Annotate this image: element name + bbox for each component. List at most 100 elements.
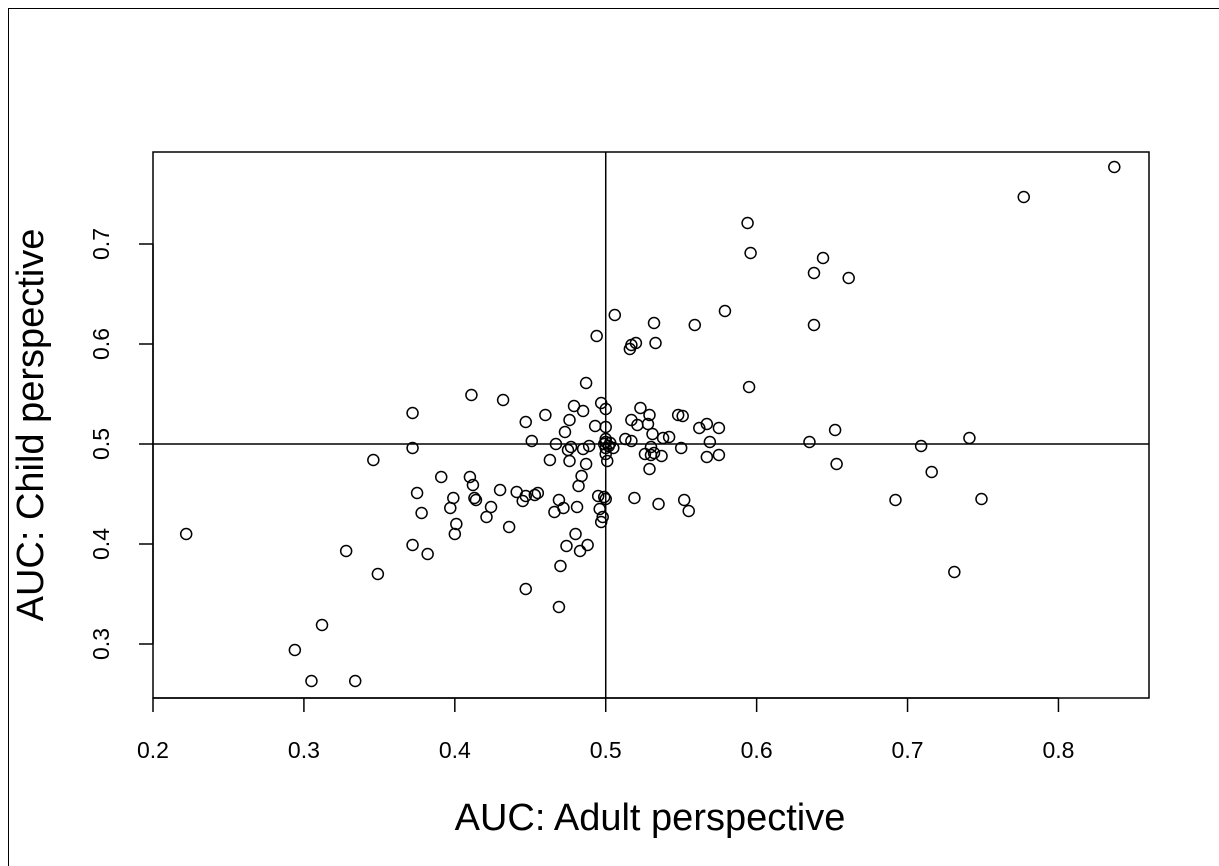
data-point bbox=[406, 538, 419, 552]
data-point bbox=[406, 406, 419, 420]
data-point bbox=[647, 316, 661, 330]
data-point bbox=[718, 304, 732, 318]
data-point bbox=[889, 493, 902, 507]
data-point bbox=[703, 435, 717, 449]
data-point bbox=[410, 486, 424, 500]
data-point bbox=[600, 454, 614, 468]
y-tick-label: 0.6 bbox=[88, 328, 114, 360]
x-tick-label: 0.3 bbox=[288, 737, 320, 763]
data-point bbox=[1108, 160, 1121, 174]
data-point bbox=[468, 491, 481, 505]
data-point bbox=[570, 500, 584, 514]
data-point bbox=[741, 216, 754, 230]
data-point bbox=[629, 336, 643, 350]
data-point bbox=[463, 470, 477, 484]
data-point bbox=[625, 434, 638, 448]
data-point bbox=[484, 500, 498, 514]
data-point bbox=[807, 318, 821, 332]
y-tick-label: 0.3 bbox=[88, 628, 114, 660]
data-point bbox=[682, 504, 695, 518]
data-point bbox=[528, 488, 542, 502]
x-axis-title: AUC: Adult perspective bbox=[455, 797, 846, 839]
data-point bbox=[179, 527, 193, 541]
y-tick-label: 0.5 bbox=[88, 428, 114, 460]
data-point bbox=[576, 404, 590, 418]
data-point bbox=[596, 510, 609, 524]
data-points bbox=[179, 160, 1121, 688]
data-point bbox=[591, 489, 605, 503]
data-point bbox=[647, 446, 661, 460]
data-point bbox=[348, 674, 362, 688]
data-point bbox=[634, 401, 647, 415]
data-point bbox=[590, 329, 603, 343]
data-point bbox=[579, 376, 593, 390]
data-point bbox=[1017, 190, 1030, 204]
data-point bbox=[676, 409, 689, 423]
y-axis-title: AUC: Child perspective bbox=[10, 229, 52, 622]
data-point bbox=[643, 408, 656, 422]
data-point bbox=[560, 539, 573, 553]
data-point bbox=[925, 465, 938, 479]
data-point bbox=[558, 425, 572, 439]
data-point bbox=[671, 408, 685, 422]
figure-frame bbox=[8, 8, 1219, 866]
data-point bbox=[539, 408, 552, 422]
data-point bbox=[563, 454, 576, 468]
data-point bbox=[581, 538, 594, 552]
data-point bbox=[641, 417, 655, 431]
data-point bbox=[554, 559, 567, 573]
data-point bbox=[531, 486, 545, 500]
data-point bbox=[662, 430, 676, 444]
data-point bbox=[519, 415, 532, 429]
data-point bbox=[563, 413, 576, 427]
data-point bbox=[914, 439, 928, 453]
data-point bbox=[677, 493, 691, 507]
data-point bbox=[448, 527, 462, 541]
data-point bbox=[652, 497, 665, 511]
data-point bbox=[643, 462, 656, 476]
y-axis: 0.3 0.4 0.5 0.6 0.7 bbox=[88, 228, 154, 660]
data-point bbox=[688, 318, 702, 332]
plot-box bbox=[152, 151, 1150, 699]
y-tick-label: 0.7 bbox=[88, 228, 114, 260]
data-point bbox=[502, 520, 516, 534]
x-tick-label: 0.8 bbox=[1042, 737, 1074, 763]
data-point bbox=[597, 490, 611, 504]
data-point bbox=[712, 421, 726, 435]
data-point bbox=[712, 448, 726, 462]
data-point bbox=[744, 246, 757, 260]
data-point bbox=[579, 457, 593, 471]
data-point bbox=[700, 417, 714, 431]
data-point bbox=[828, 423, 842, 437]
data-point bbox=[561, 443, 575, 457]
data-point bbox=[434, 470, 448, 484]
data-point bbox=[807, 266, 821, 280]
data-point bbox=[569, 527, 582, 541]
x-axis: 0.2 0.3 0.4 0.5 0.6 0.7 0.8 bbox=[137, 697, 1074, 763]
data-point bbox=[803, 435, 816, 449]
x-tick-label: 0.4 bbox=[439, 737, 471, 763]
data-point bbox=[948, 565, 961, 579]
data-point bbox=[552, 600, 566, 614]
data-point bbox=[466, 478, 480, 492]
data-point bbox=[415, 506, 428, 520]
data-point bbox=[421, 547, 434, 561]
data-point bbox=[496, 393, 510, 407]
data-point bbox=[493, 483, 507, 497]
data-point bbox=[607, 441, 620, 455]
data-point bbox=[649, 336, 662, 350]
x-tick-label: 0.2 bbox=[137, 737, 169, 763]
x-tick-label: 0.5 bbox=[590, 737, 622, 763]
data-point bbox=[465, 388, 478, 402]
data-point bbox=[594, 515, 608, 529]
data-point bbox=[564, 440, 578, 454]
data-point bbox=[371, 567, 385, 581]
data-point bbox=[628, 491, 641, 505]
data-point bbox=[975, 492, 988, 506]
data-point bbox=[582, 439, 596, 453]
x-tick-label: 0.7 bbox=[892, 737, 924, 763]
data-point bbox=[339, 544, 353, 558]
data-point bbox=[830, 457, 843, 471]
data-point bbox=[674, 441, 688, 455]
